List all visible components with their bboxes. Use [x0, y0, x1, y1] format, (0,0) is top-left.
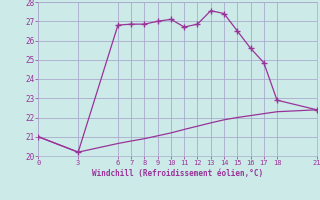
X-axis label: Windchill (Refroidissement éolien,°C): Windchill (Refroidissement éolien,°C): [92, 169, 263, 178]
